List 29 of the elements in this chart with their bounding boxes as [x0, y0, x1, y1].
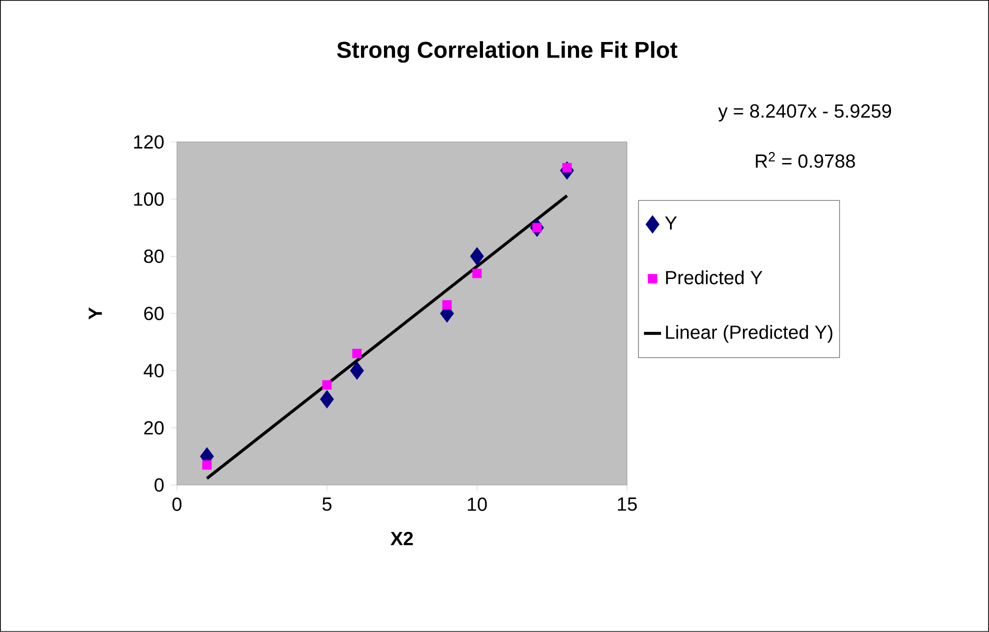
- y-tick-label: 100: [134, 192, 164, 206]
- point: [322, 380, 332, 390]
- point: [320, 390, 334, 408]
- x-tick-label: 0: [172, 498, 182, 512]
- text: R$^{2}$ = 0.9788: [756, 152, 855, 168]
- legend-label: Y: [664, 216, 677, 230]
- point: [442, 300, 452, 310]
- x-tick-label: 15: [618, 498, 637, 511]
- x-tick-label: 10: [468, 498, 487, 512]
- y-tick-label: 20: [144, 421, 164, 435]
- point: [470, 247, 484, 266]
- point: [352, 348, 362, 358]
- x-tick-label: 5: [322, 498, 332, 511]
- y-tick-label: 40: [144, 364, 164, 378]
- y-tick-label: 0: [154, 478, 164, 492]
- x-axis-title: X2: [390, 532, 413, 546]
- legend-label: Linear (Predicted Y): [666, 325, 832, 343]
- point: [562, 162, 572, 172]
- y-tick-label: 120: [134, 135, 164, 149]
- text: y = 8.2407x - 5.9259: [718, 104, 892, 122]
- y-axis-title: Y: [88, 307, 102, 320]
- y-tick-label: 60: [144, 306, 164, 320]
- point: [350, 361, 364, 380]
- chart-title: Strong Correlation Line Fit Plot: [337, 41, 678, 63]
- legend-label: Predicted Y: [666, 270, 762, 284]
- point: [472, 268, 482, 278]
- y-tick-label: 80: [144, 250, 164, 264]
- point: [532, 223, 542, 232]
- point: [202, 460, 212, 470]
